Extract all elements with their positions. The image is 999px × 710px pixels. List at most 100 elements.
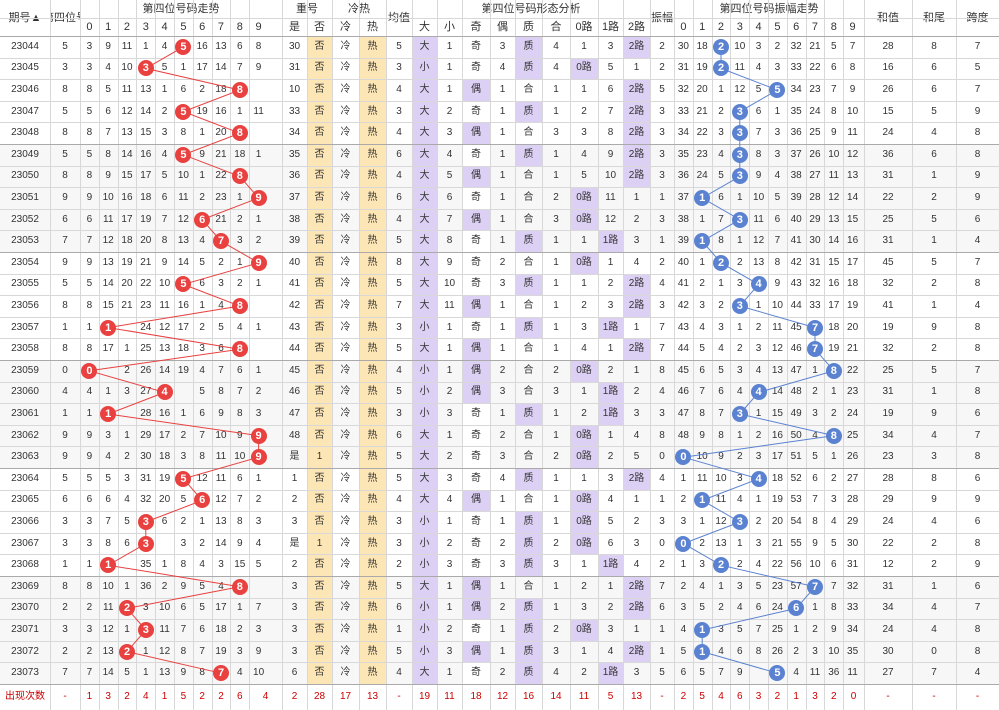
cold-cell: 冷 (340, 256, 351, 268)
span-cell: 6 (974, 515, 981, 527)
bigsmall-cell: 小 (419, 386, 430, 398)
bigsmall-cell: 大 (419, 278, 430, 290)
footer-cell: - (63, 691, 67, 702)
primecomp-cell: 合 (523, 451, 534, 463)
grid-v (386, 0, 387, 710)
amptrend-header: 第四位号码振幅走势 (719, 2, 819, 15)
amp-miss: 44 (790, 299, 802, 311)
grid-h (0, 684, 999, 685)
footer-cell: 1 (793, 691, 799, 702)
trend-miss: 1 (255, 321, 262, 333)
oddeven-miss: 2 (499, 429, 506, 441)
trend-miss: 1 (199, 515, 205, 527)
amp-miss: 9 (737, 667, 743, 679)
period-cell: 23044 (11, 40, 39, 52)
trend-ball: 3 (137, 535, 154, 552)
bigsmall-miss: 1 (446, 83, 453, 95)
dup-yes: 39 (288, 235, 301, 247)
avg-cell: 6 (396, 191, 402, 203)
amp-cell: 1 (659, 494, 665, 506)
road-cell: 1 (581, 83, 587, 95)
trend-miss: 16 (159, 407, 171, 419)
tail-cell: 1 (931, 170, 937, 182)
amp-digit-head: 5 (774, 20, 781, 33)
hot-cell: 热 (367, 148, 378, 160)
amp-miss: 12 (847, 148, 859, 160)
tail-cell: 1 (931, 580, 937, 592)
footer-cell: 18 (470, 691, 482, 702)
cold-cell: 冷 (340, 321, 351, 333)
primecomp-miss: 1 (553, 105, 559, 117)
dup-yes: 38 (288, 213, 301, 225)
amp-miss: 49 (790, 407, 802, 419)
amp-miss: 7 (774, 235, 781, 247)
amp-miss: 2 (680, 494, 687, 506)
trend-miss: 11 (215, 472, 227, 484)
pos4-value: 0 (62, 364, 68, 376)
grid-v (542, 0, 543, 710)
trend-ball: 3 (137, 514, 154, 530)
grid-h (0, 424, 999, 426)
dup-no: 否 (314, 386, 325, 398)
grid-h (0, 316, 999, 318)
road-cell: 2 (581, 580, 587, 592)
trend-ball: 1 (100, 406, 117, 422)
trend-ball: 8 (231, 82, 248, 98)
trend-miss: 35 (140, 559, 152, 571)
amp-miss: 28 (847, 494, 859, 506)
oddeven-cell: 奇 (471, 105, 481, 117)
trend-miss: 3 (105, 429, 111, 441)
amp-miss: 9 (699, 429, 705, 441)
road-cell: 2路 (623, 165, 650, 188)
amp-miss: 2 (737, 451, 743, 463)
trend-miss: 1 (161, 559, 168, 571)
bigsmall-cell: 小 (419, 537, 430, 549)
avg-cell: 2 (396, 559, 402, 571)
pos4-value: 3 (62, 537, 68, 549)
amp-miss: 2 (812, 623, 818, 635)
amp-miss: 10 (809, 559, 821, 571)
dup-yes: 是 (289, 537, 300, 549)
bigsmall-cell: 小 (419, 407, 430, 419)
road-cell: 2路 (623, 144, 650, 166)
amp-miss: 36 (790, 127, 802, 139)
primecomp-miss: 1 (553, 148, 559, 160)
trend-miss: 1 (180, 62, 187, 74)
road-cell: 4 (581, 148, 587, 160)
period-cell: 23062 (11, 429, 39, 441)
trend-miss: 17 (140, 170, 152, 182)
road-cell: 12 (604, 213, 617, 225)
trend-miss: 11 (159, 623, 170, 635)
trend-miss: 17 (159, 429, 171, 441)
trend-miss: 9 (86, 429, 93, 441)
trend-miss: 1 (124, 343, 130, 355)
grid-h (0, 662, 999, 664)
trend-miss: 8 (86, 299, 93, 311)
trend-miss: 31 (140, 472, 152, 484)
trend-digit-head: 9 (255, 20, 262, 33)
sum-cell: 41 (882, 299, 894, 311)
footer-cell: 0 (850, 691, 857, 702)
trend-miss: 6 (86, 494, 93, 506)
bigsmall-miss: 3 (446, 127, 453, 139)
amp-miss: 1 (812, 602, 818, 614)
bigsmall-cell: 小 (419, 602, 430, 614)
amp-miss: 43 (790, 278, 802, 290)
trend-miss: 2 (218, 256, 224, 268)
grid-h (0, 640, 999, 642)
trend-miss: 6 (124, 537, 130, 549)
bigsmall-miss: 8 (446, 235, 453, 247)
dup-yes: 31 (288, 62, 301, 74)
span-cell: 6 (974, 213, 981, 225)
oddeven-cell: 偶 (462, 489, 490, 512)
cold-cell: 冷 (340, 407, 351, 419)
amp-ball: 3 (731, 211, 748, 228)
hot-cell: 热 (367, 559, 378, 571)
cold-cell: 冷 (340, 667, 351, 679)
grid-h (0, 230, 999, 232)
amp-miss: 54 (790, 515, 802, 527)
dup-yes: 48 (288, 429, 301, 441)
cold-cell: 冷 (340, 170, 351, 182)
amp-miss: 8 (718, 235, 724, 247)
amp-miss: 6 (755, 602, 762, 614)
